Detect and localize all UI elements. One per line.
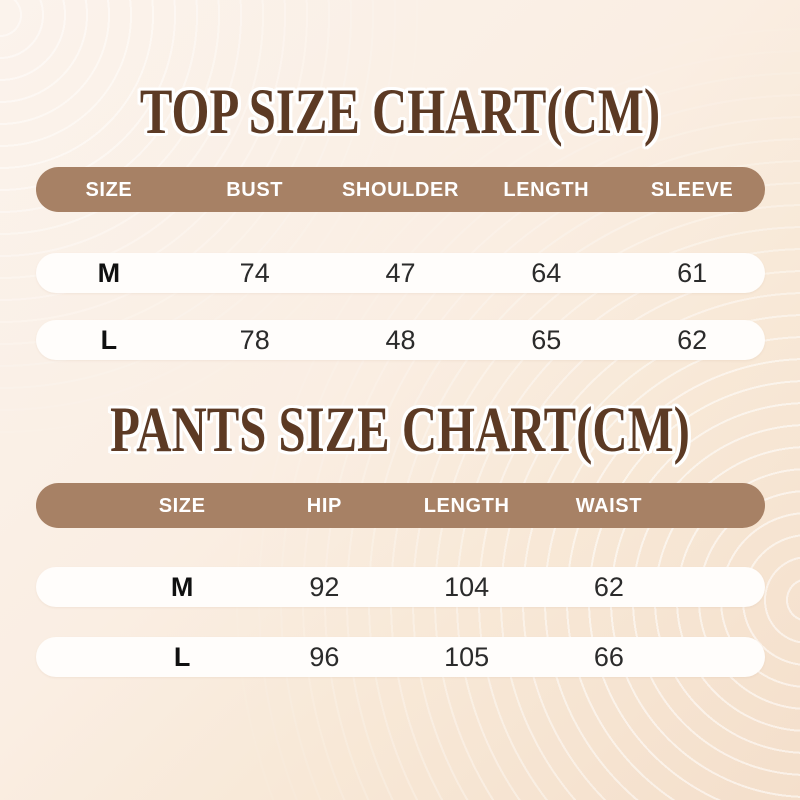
- size-label: L: [100, 324, 118, 355]
- length-value: 105: [444, 641, 490, 672]
- pants-size-chart-title: PANTS SIZE CHART(CM): [110, 394, 690, 466]
- column-header-bust: BUST: [226, 178, 284, 201]
- waist-value: 66: [593, 641, 624, 672]
- hip-value: 92: [309, 571, 340, 602]
- top-chart-header-row: SIZE BUST SHOULDER LENGTH SLEEVE: [36, 167, 765, 212]
- length-value: 64: [531, 257, 562, 288]
- shoulder-value: 48: [385, 324, 416, 355]
- bust-value: 78: [239, 324, 270, 355]
- pants-chart-header-row: SIZE HIP LENGTH WAIST: [36, 483, 765, 528]
- column-header-hip: HIP: [306, 494, 342, 517]
- length-value: 65: [531, 324, 562, 355]
- column-header-shoulder: SHOULDER: [341, 178, 459, 201]
- column-header-sleeve: SLEEVE: [650, 178, 734, 201]
- pants-chart-row-l: L 96 105 66: [36, 637, 765, 677]
- bust-value: 74: [239, 257, 270, 288]
- column-header-size: SIZE: [85, 178, 133, 201]
- column-header-length: LENGTH: [423, 494, 510, 517]
- pants-chart-row-m: M 92 104 62: [36, 567, 765, 607]
- waist-value: 62: [593, 571, 624, 602]
- top-chart-row-m: M 74 47 64 61: [36, 253, 765, 293]
- shoulder-value: 47: [385, 257, 416, 288]
- size-label: M: [170, 571, 194, 602]
- size-label: L: [173, 641, 191, 672]
- sleeve-value: 62: [677, 324, 708, 355]
- sleeve-value: 61: [677, 257, 708, 288]
- hip-value: 96: [309, 641, 340, 672]
- size-label: M: [97, 257, 121, 288]
- column-header-size: SIZE: [158, 494, 206, 517]
- top-chart-row-l: L 78 48 65 62: [36, 320, 765, 360]
- column-header-waist: WAIST: [575, 494, 643, 517]
- length-value: 104: [444, 571, 490, 602]
- top-size-chart-title: TOP SIZE CHART(CM): [139, 76, 661, 148]
- column-header-length: LENGTH: [503, 178, 590, 201]
